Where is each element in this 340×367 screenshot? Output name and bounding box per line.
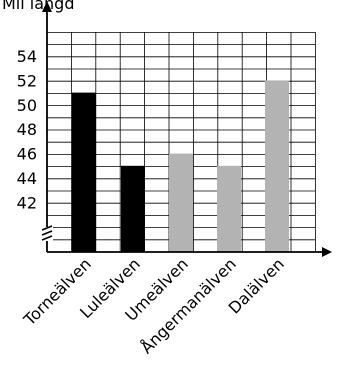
bar-1 bbox=[72, 92, 96, 252]
bar-3 bbox=[169, 153, 193, 252]
y-tick-42: 42 bbox=[17, 193, 37, 212]
axes bbox=[41, 1, 332, 257]
y-tick-52: 52 bbox=[17, 71, 37, 90]
y-tick-46: 46 bbox=[17, 145, 37, 164]
y-tick-labels: 42 44 46 48 50 52 54 bbox=[17, 47, 37, 212]
bars bbox=[72, 80, 289, 253]
bar-2 bbox=[121, 165, 145, 252]
y-tick-54: 54 bbox=[17, 47, 37, 66]
x-category-label: Torneälven bbox=[19, 254, 95, 330]
y-axis-arrow bbox=[42, 1, 52, 12]
y-tick-44: 44 bbox=[17, 169, 37, 188]
axis-break-symbol bbox=[41, 225, 53, 241]
x-category-labels: TorneälvenLuleälvenUmeälvenÅngermanälven… bbox=[19, 254, 288, 357]
bar-5 bbox=[265, 80, 289, 253]
y-tick-48: 48 bbox=[17, 120, 37, 139]
x-axis-arrow bbox=[322, 247, 332, 257]
bar-4 bbox=[217, 165, 241, 252]
y-tick-50: 50 bbox=[17, 96, 37, 115]
y-axis-title: Mil längd bbox=[2, 0, 74, 13]
